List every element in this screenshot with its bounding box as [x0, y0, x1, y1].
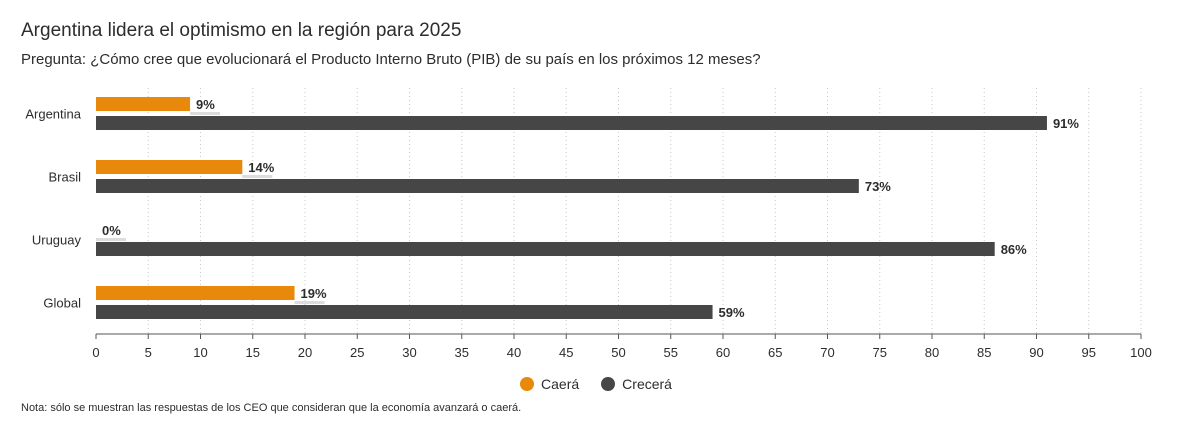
category-label-global: Global — [43, 296, 81, 311]
data-label-caera-uruguay: 0% — [102, 223, 121, 238]
chart-title: Argentina lidera el optimismo en la regi… — [21, 20, 462, 41]
x-tick-label-25: 25 — [350, 345, 364, 360]
data-label-caera-brasil: 14% — [248, 160, 274, 175]
category-label-brasil: Brasil — [48, 170, 81, 185]
chart-subtitle: Pregunta: ¿Cómo cree que evolucionará el… — [21, 51, 761, 68]
x-tick-label-30: 30 — [402, 345, 416, 360]
category-label-argentina: Argentina — [25, 107, 81, 122]
bar-crecera-global — [96, 305, 713, 319]
x-tick-label-90: 90 — [1029, 345, 1043, 360]
x-tick-label-10: 10 — [193, 345, 207, 360]
x-tick-label-55: 55 — [664, 345, 678, 360]
data-label-crecera-brasil: 73% — [865, 179, 891, 194]
legend-item-caera[interactable]: Caerá — [520, 376, 579, 392]
data-label-crecera-global: 59% — [719, 305, 745, 320]
data-label-crecera-uruguay: 86% — [1001, 242, 1027, 257]
x-tick-label-0: 0 — [92, 345, 99, 360]
legend: Caerá Crecerá — [0, 376, 1192, 392]
x-tick-label-65: 65 — [768, 345, 782, 360]
data-label-crecera-argentina: 91% — [1053, 116, 1079, 131]
bar-caera-global — [96, 286, 295, 300]
legend-swatch-caera — [520, 377, 535, 391]
x-tick-label-70: 70 — [820, 345, 834, 360]
bar-crecera-brasil — [96, 179, 859, 193]
x-tick-label-60: 60 — [716, 345, 730, 360]
x-tick-label-45: 45 — [559, 345, 573, 360]
bar-crecera-uruguay — [96, 242, 995, 256]
x-tick-label-85: 85 — [977, 345, 991, 360]
legend-swatch-crecera — [601, 377, 616, 391]
legend-label-crecera: Crecerá — [622, 376, 672, 392]
x-tick-label-35: 35 — [455, 345, 469, 360]
x-tick-label-15: 15 — [246, 345, 260, 360]
x-tick-label-40: 40 — [507, 345, 521, 360]
bar-crecera-argentina — [96, 116, 1047, 130]
x-tick-label-75: 75 — [873, 345, 887, 360]
bar-chart: 0 5 10 15 20 25 30 35 40 45 50 55 60 65 70 75 80 85 90 95 10… — [25, 88, 1152, 360]
data-label-caera-global: 19% — [301, 286, 327, 301]
legend-label-caera: Caerá — [541, 376, 580, 392]
x-tick-label-100: 100 — [1130, 345, 1152, 360]
category-label-uruguay: Uruguay — [32, 233, 82, 248]
chart-note: Nota: sólo se muestran las respuestas de… — [21, 402, 522, 414]
legend-item-crecera[interactable]: Crecerá — [601, 376, 672, 392]
x-tick-label-20: 20 — [298, 345, 312, 360]
x-tick-label-95: 95 — [1082, 345, 1096, 360]
x-tick-label-5: 5 — [145, 345, 152, 360]
x-tick-label-80: 80 — [925, 345, 939, 360]
x-tick-label-50: 50 — [611, 345, 625, 360]
bar-caera-brasil — [96, 160, 243, 174]
data-label-caera-argentina: 9% — [196, 97, 215, 112]
bar-caera-argentina — [96, 97, 191, 111]
